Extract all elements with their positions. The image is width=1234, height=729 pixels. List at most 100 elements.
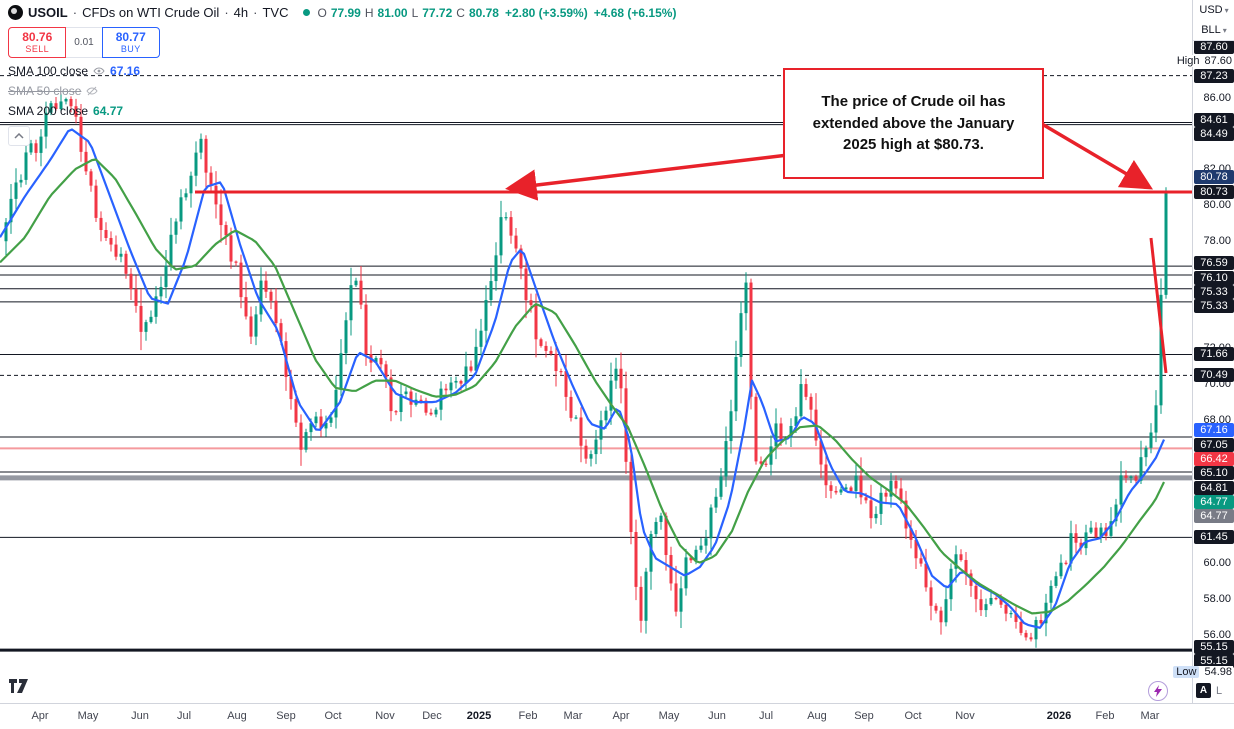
price-tick: 78.00 [1203,234,1231,247]
currency-dropdown[interactable]: USD ▾ [1193,0,1234,20]
price-badge: 80.73 [1194,185,1234,200]
indicator-row-sma100[interactable]: SMA 100 close 67.16 [8,64,676,78]
unit-selectors: USD ▾ BLL ▾ [1193,0,1234,41]
price-badge: 67.16 [1194,422,1234,437]
price-tick: 80.00 [1203,199,1231,212]
price-badge: 84.49 [1194,127,1234,142]
time-axis-month-label: Nov [955,710,975,722]
chart-area[interactable]: The price of Crude oil has extended abov… [0,0,1192,703]
time-axis-year-label: 2026 [1046,710,1072,722]
log-scale-toggle[interactable]: L [1216,684,1223,697]
high-label: H [364,5,374,20]
buy-button[interactable]: 80.77 BUY [101,27,160,58]
time-axis-month-label: Apr [612,710,630,722]
collapse-legend-button[interactable] [8,126,30,146]
time-axis-month-label: Mar [1140,710,1160,722]
market-status-dot [303,9,311,16]
price-badge: 75.33 [1194,299,1234,314]
price-badge: 64.77 [1194,495,1234,510]
buy-label: BUY [120,44,141,54]
time-axis-month-label: Oct [324,710,342,722]
time-axis[interactable]: Apr May Jun Jul Aug Sep Oct Nov Dec 2025 Feb Mar Apr… [0,703,1234,729]
unit-dropdown[interactable]: BLL ▾ [1193,20,1234,40]
indicator-row-sma200[interactable]: SMA 200 close 64.77 [8,104,676,118]
sell-price: 80.76 [22,30,53,44]
time-axis-month-label: Jun [131,710,149,722]
price-axis[interactable]: USD ▾ BLL ▾ 86.0082.0080.0078.0072.0070.… [1172,0,1234,703]
time-axis-month-label: May [658,710,680,722]
close-value: 80.78 [468,5,499,20]
time-axis-month-label: Nov [375,710,395,722]
price-badge: 87.23 [1194,68,1234,83]
annotation-line-2: extended above the January [812,114,1015,132]
sma100-label: SMA 100 close [8,64,89,78]
sell-label: SELL [25,44,50,54]
ohlc-readout: O 77.99 H 81.00 L 77.72 C 80.78 +2.80 (+3.59… [317,6,676,20]
annotation-box[interactable]: The price of Crude oil has extended abov… [783,68,1044,179]
low-marker: Low 54.98 [1172,665,1233,678]
time-axis-month-label: Jun [708,710,726,722]
sma-200-line[interactable] [0,158,1165,615]
annotation-line-1: The price of Crude oil has [821,92,1006,110]
time-axis-month-label: Feb [1095,710,1115,722]
high-marker: High 87.60 [1175,54,1233,67]
chevron-down-icon: ▾ [1222,25,1227,35]
price-tick: 86.00 [1203,91,1231,104]
price-badge: 67.05 [1194,437,1234,452]
trade-widget: 80.76 SELL 0.01 80.77 BUY [8,27,160,58]
time-axis-month-label: Aug [807,710,827,722]
sma200-label: SMA 200 close [8,104,89,118]
auto-scale-toggle[interactable]: A [1196,683,1211,698]
price-badge: 80.78 [1194,170,1234,185]
instrument-logo-icon [8,5,23,20]
title-separator: · [72,5,78,20]
title-separator: · [224,5,229,20]
high-value: 81.00 [377,5,408,20]
price-badge: 71.66 [1194,347,1234,362]
sell-button[interactable]: 80.76 SELL [8,27,67,58]
time-axis-month-label: Oct [904,710,922,722]
tradingview-logo[interactable] [8,678,34,699]
price-badge: 64.77 [1194,509,1234,524]
time-axis-month-label: Apr [31,710,49,722]
time-axis-month-label: Aug [227,710,247,722]
buy-price: 80.77 [115,30,146,44]
sma100-value: 67.16 [110,64,141,78]
price-badge: 64.81 [1194,480,1234,495]
open-label: O [317,5,327,20]
spread-value: 0.01 [66,27,102,58]
price-badge: 55.15 [1194,639,1234,654]
price-badge: 65.10 [1194,466,1234,481]
low-value: 77.72 [422,5,453,20]
low-label: L [411,5,419,20]
open-value: 77.99 [330,5,361,20]
price-badge: 66.42 [1194,452,1234,467]
price-badge: 61.45 [1194,530,1234,545]
annotation-arrows [505,122,1154,201]
red-trend-segment[interactable] [1149,237,1168,374]
quick-trade-icon[interactable] [1148,681,1168,701]
time-axis-year-label: 2025 [466,710,492,722]
eye-off-icon[interactable] [86,85,98,97]
indicator-row-sma50[interactable]: SMA 50 close [8,84,676,98]
time-axis-month-label: Jul [176,710,192,722]
symbol-name[interactable]: USOIL [28,5,68,20]
currency-label: USD [1199,4,1223,16]
sma50-label: SMA 50 close [8,84,82,98]
eye-icon[interactable] [93,65,105,77]
time-axis-month-label: Jul [758,710,774,722]
price-badge: 55.15 [1194,653,1234,668]
price-badge: 84.61 [1194,113,1234,128]
chart-canvas[interactable] [0,0,1192,703]
time-axis-month-label: Mar [563,710,583,722]
extended-change-value: +4.68 (+6.15%) [593,5,677,20]
exchange-label: TVC [262,5,289,20]
time-axis-month-label: Feb [518,710,538,722]
title-separator: · [253,5,258,20]
level-lines [0,75,1192,652]
unit-label: BLL [1201,24,1221,36]
interval-label[interactable]: 4h [233,5,249,20]
price-tick: 58.00 [1203,593,1231,606]
sma-100-line[interactable] [0,128,1166,629]
